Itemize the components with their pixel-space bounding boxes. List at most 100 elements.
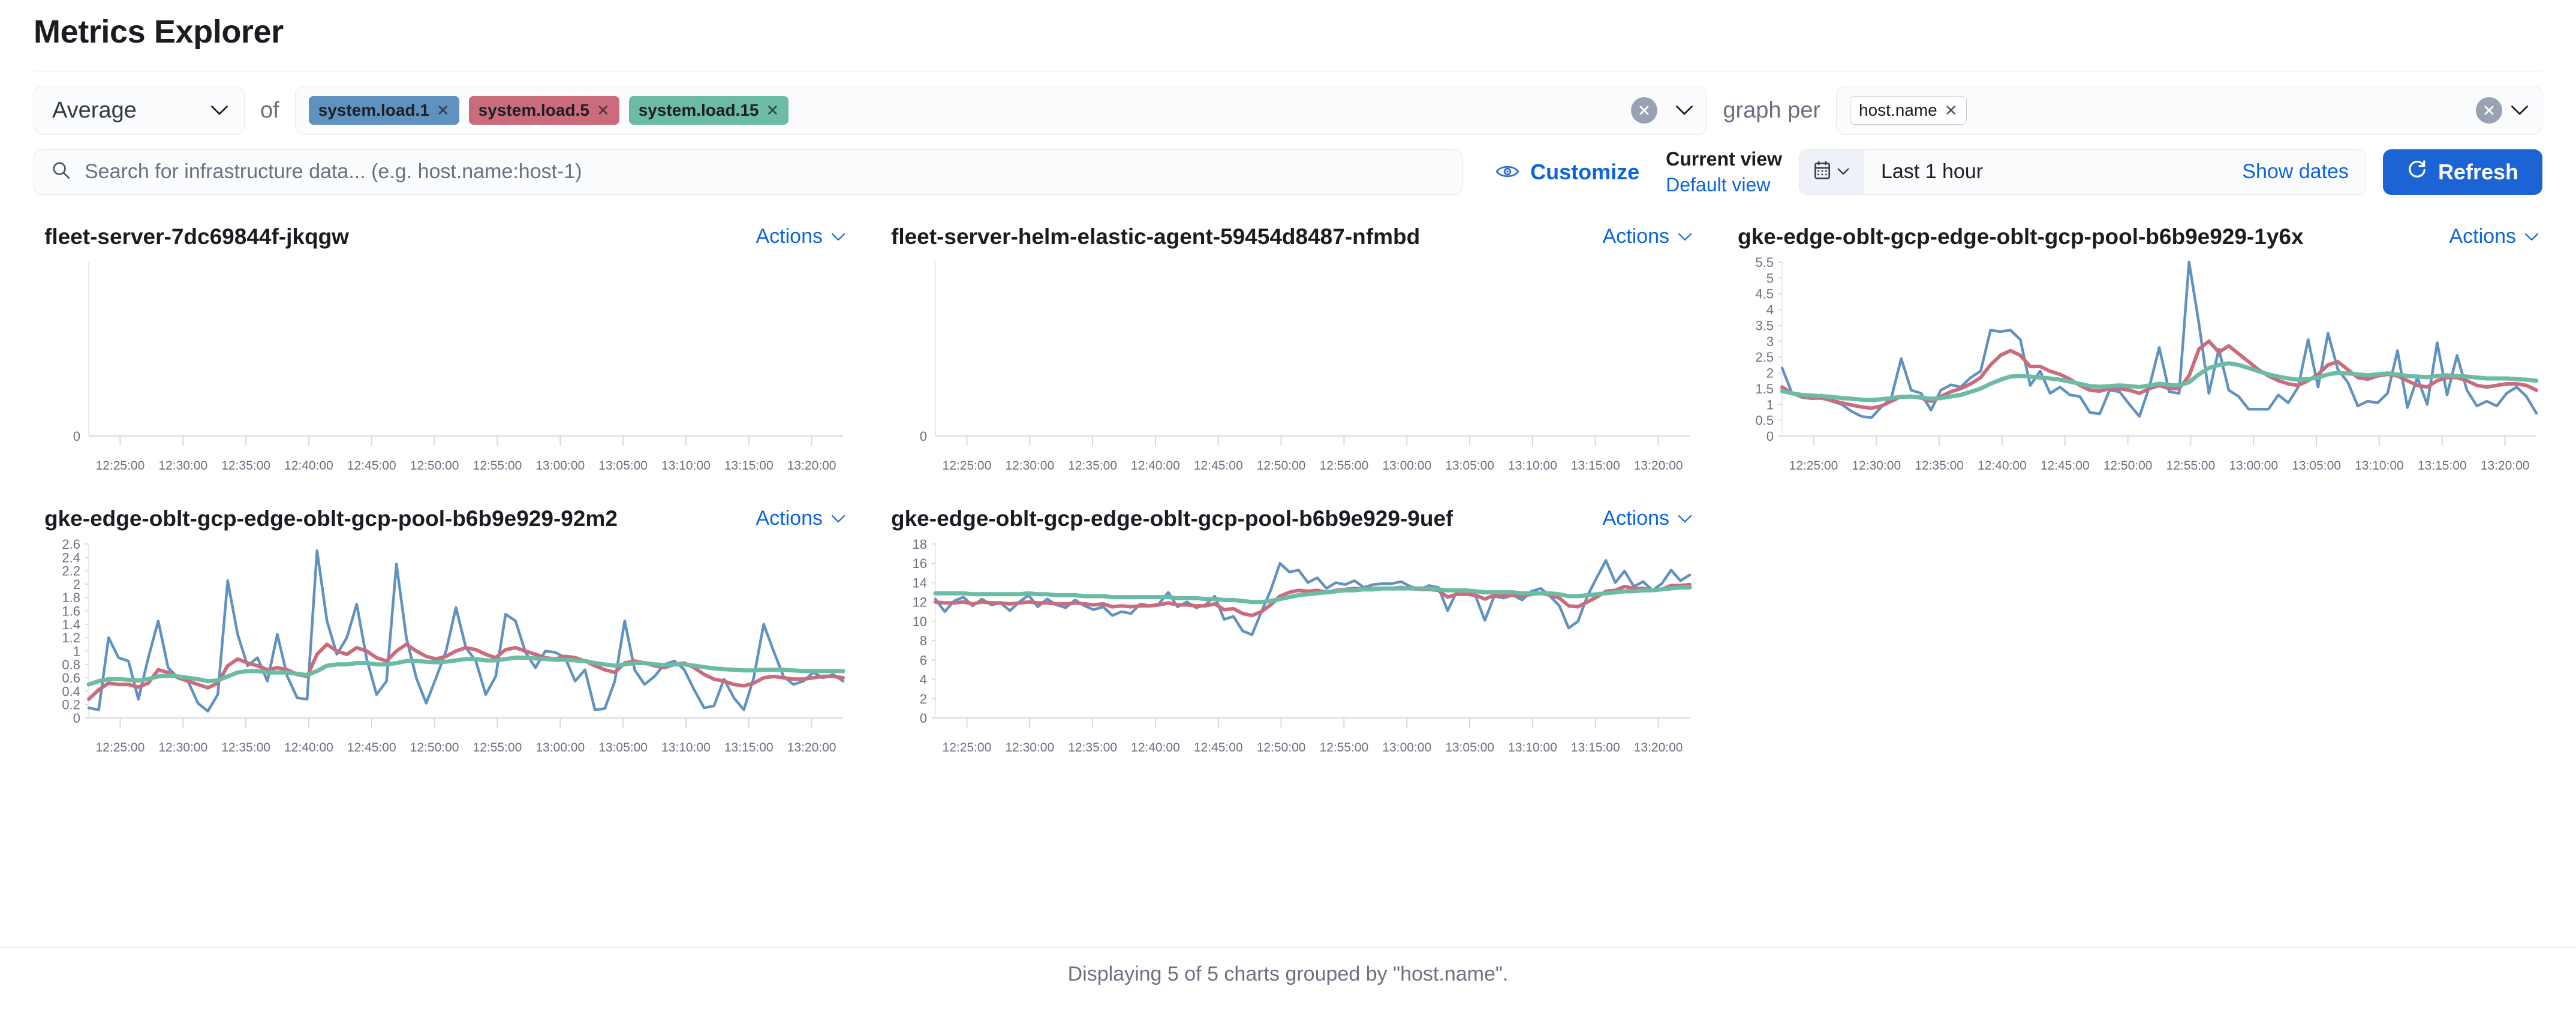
- svg-text:1.6: 1.6: [62, 603, 80, 618]
- svg-text:13:05:00: 13:05:00: [2292, 459, 2341, 473]
- metric-chip-remove-icon[interactable]: ✕: [596, 101, 610, 120]
- chevron-down-icon: [2524, 233, 2539, 241]
- chart-panel-header: gke-edge-oblt-gcp-edge-oblt-gcp-pool-b6b…: [34, 502, 849, 536]
- svg-text:12:40:00: 12:40:00: [1131, 741, 1180, 755]
- svg-text:12:50:00: 12:50:00: [410, 741, 459, 755]
- chart-canvas[interactable]: 0 12:25:00 12:30:00 12:35:00 12:40:00 12:45:0…: [880, 254, 1696, 494]
- svg-text:13:20:00: 13:20:00: [787, 741, 836, 755]
- calendar-quick-select-button[interactable]: [1799, 149, 1864, 194]
- svg-text:12:35:00: 12:35:00: [221, 741, 270, 755]
- svg-text:13:20:00: 13:20:00: [2481, 459, 2530, 473]
- metric-chip[interactable]: system.load.5 ✕: [468, 96, 619, 125]
- chart-panel-header: gke-edge-oblt-gcp-edge-oblt-gcp-pool-b6b…: [1727, 220, 2542, 254]
- chart-canvas[interactable]: 2.6 2.4 2.2 2 1.8 1.6 1.4 1.2 1 0.8 0.6 0.4 0.2 0 12:2…: [34, 536, 849, 775]
- chart-title: fleet-server-helm-elastic-agent-59454d84…: [891, 224, 1421, 249]
- svg-text:1.4: 1.4: [62, 617, 80, 632]
- svg-text:12:40:00: 12:40:00: [284, 741, 333, 755]
- chart-canvas[interactable]: 5.5 5 4.5 4 3.5 3 2.5 2 1.5 1 0.5 0 12:25:00 12:30:00…: [1727, 254, 2542, 494]
- svg-text:12:30:00: 12:30:00: [1852, 459, 1901, 473]
- refresh-button[interactable]: Refresh: [2382, 149, 2542, 195]
- metric-chip[interactable]: system.load.15 ✕: [628, 96, 789, 125]
- svg-text:12:45:00: 12:45:00: [2041, 459, 2090, 473]
- svg-text:0.4: 0.4: [62, 684, 80, 699]
- metrics-toolbar: Average of system.load.1 ✕ system.load.5…: [0, 71, 2576, 136]
- chart-canvas[interactable]: 18 16 14 12 10 8 6 4 2 0 12:25:00 12:30:00 12:35:00 1…: [880, 536, 1696, 775]
- chevron-down-icon: [210, 105, 228, 116]
- svg-text:12:30:00: 12:30:00: [1005, 459, 1054, 473]
- chart-actions-button[interactable]: Actions: [741, 507, 846, 530]
- show-dates-link[interactable]: Show dates: [2242, 160, 2349, 184]
- date-range-value[interactable]: Last 1 hour: [1880, 160, 1984, 184]
- svg-text:12:55:00: 12:55:00: [2166, 459, 2216, 473]
- eye-icon: [1495, 160, 1519, 185]
- metric-chip-remove-icon[interactable]: ✕: [766, 101, 780, 120]
- search-box[interactable]: Search for infrastructure data... (e.g. …: [34, 149, 1464, 195]
- clear-metrics-button[interactable]: [1631, 97, 1658, 124]
- chart-actions-button[interactable]: Actions: [1587, 507, 1693, 530]
- svg-text:5: 5: [1767, 270, 1774, 285]
- svg-text:18: 18: [913, 537, 927, 552]
- svg-text:12:45:00: 12:45:00: [1194, 459, 1243, 473]
- aggregation-select[interactable]: Average: [34, 86, 245, 136]
- chevron-down-icon: [1678, 233, 1692, 241]
- svg-text:12:40:00: 12:40:00: [284, 459, 333, 473]
- chart-actions-button[interactable]: Actions: [1587, 225, 1693, 248]
- svg-text:2.2: 2.2: [62, 563, 80, 578]
- svg-text:13:00:00: 13:00:00: [535, 459, 585, 473]
- default-view-link[interactable]: Default view: [1666, 173, 1771, 196]
- svg-text:1.8: 1.8: [62, 590, 80, 605]
- svg-text:13:05:00: 13:05:00: [1445, 741, 1494, 755]
- customize-label: Customize: [1530, 159, 1640, 184]
- chart-title: gke-edge-oblt-gcp-edge-oblt-gcp-pool-b6b…: [44, 506, 618, 531]
- svg-text:12:50:00: 12:50:00: [410, 459, 459, 473]
- chart-actions-button[interactable]: Actions: [741, 225, 846, 248]
- svg-text:1.2: 1.2: [62, 630, 80, 645]
- group-by-chip[interactable]: host.name ✕: [1850, 96, 1967, 125]
- chevron-down-icon: [831, 515, 845, 523]
- group-by-combobox[interactable]: host.name ✕: [1836, 86, 2542, 136]
- customize-button[interactable]: Customize: [1463, 160, 1666, 185]
- svg-text:12:25:00: 12:25:00: [96, 459, 145, 473]
- metrics-chevron-down-icon[interactable]: [1675, 105, 1693, 116]
- group-by-chip-remove-icon[interactable]: ✕: [1944, 101, 1958, 119]
- metric-chip-remove-icon[interactable]: ✕: [436, 101, 450, 120]
- chart-panel: gke-edge-oblt-gcp-edge-oblt-gcp-pool-b6b…: [34, 502, 849, 775]
- metric-chip-label: system.load.15: [638, 101, 759, 120]
- svg-text:13:10:00: 13:10:00: [661, 459, 711, 473]
- svg-text:2: 2: [73, 577, 80, 592]
- footer-divider: [0, 947, 2576, 948]
- footer-status-text: Displaying 5 of 5 charts grouped by "hos…: [1067, 963, 1509, 985]
- svg-text:12:40:00: 12:40:00: [1131, 459, 1180, 473]
- chart-title: gke-edge-oblt-gcp-edge-oblt-gcp-pool-b6b…: [891, 506, 1453, 531]
- date-picker[interactable]: Last 1 hour Show dates: [1798, 149, 2366, 195]
- svg-text:0.2: 0.2: [62, 697, 80, 712]
- svg-text:12:50:00: 12:50:00: [1257, 741, 1306, 755]
- svg-text:2: 2: [920, 691, 927, 706]
- svg-text:13:05:00: 13:05:00: [1445, 459, 1494, 473]
- svg-text:13:20:00: 13:20:00: [1634, 741, 1683, 755]
- svg-text:12:35:00: 12:35:00: [1068, 741, 1117, 755]
- svg-text:14: 14: [913, 575, 927, 590]
- metric-chip[interactable]: system.load.1 ✕: [308, 96, 459, 125]
- chart-title: gke-edge-oblt-gcp-edge-oblt-gcp-pool-b6b…: [1738, 224, 2304, 249]
- chart-canvas[interactable]: 0 12:25:00 12:30:00 12:35:00 12:40:00 12:45:0…: [34, 254, 849, 494]
- svg-text:12:35:00: 12:35:00: [1915, 459, 1964, 473]
- svg-text:13:15:00: 13:15:00: [1571, 741, 1620, 755]
- group-by-chevron-down-icon[interactable]: [2511, 105, 2529, 116]
- metric-chip-list: system.load.1 ✕ system.load.5 ✕ system.l…: [308, 96, 1622, 125]
- svg-text:12:50:00: 12:50:00: [1257, 459, 1306, 473]
- svg-text:13:15:00: 13:15:00: [2418, 459, 2467, 473]
- svg-text:13:20:00: 13:20:00: [1634, 459, 1683, 473]
- chart-actions-button[interactable]: Actions: [2434, 225, 2539, 248]
- clear-group-by-button[interactable]: [2476, 97, 2502, 124]
- refresh-label: Refresh: [2437, 159, 2518, 184]
- svg-text:0.5: 0.5: [1755, 413, 1774, 428]
- svg-text:13:15:00: 13:15:00: [724, 741, 774, 755]
- chevron-down-icon: [831, 233, 845, 241]
- svg-text:0: 0: [920, 711, 927, 726]
- metrics-combobox[interactable]: system.load.1 ✕ system.load.5 ✕ system.l…: [294, 86, 1708, 136]
- svg-text:0: 0: [920, 429, 927, 444]
- search-input[interactable]: Search for infrastructure data... (e.g. …: [85, 160, 582, 184]
- svg-text:12:35:00: 12:35:00: [221, 459, 270, 473]
